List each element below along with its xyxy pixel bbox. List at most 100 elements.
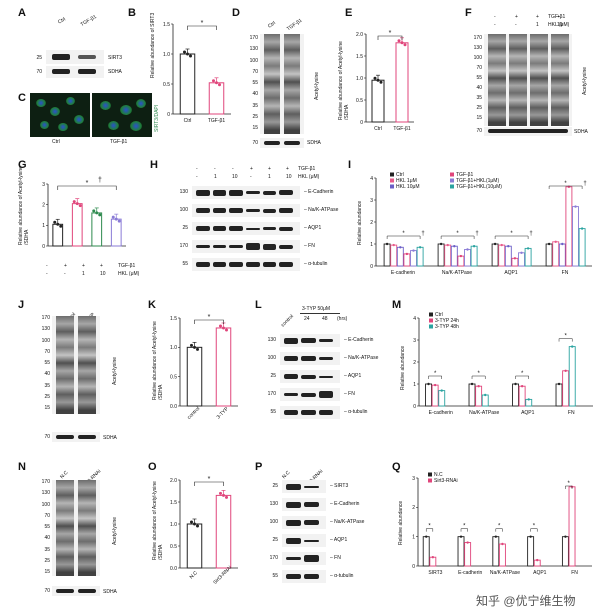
data-point xyxy=(466,541,469,544)
data-point xyxy=(92,209,96,213)
band xyxy=(212,262,227,267)
band xyxy=(304,574,319,579)
bar xyxy=(568,346,576,407)
condition-sign: - xyxy=(232,166,234,172)
y-tick-label: 2.0 xyxy=(170,478,177,484)
data-point xyxy=(574,205,577,208)
bar xyxy=(518,385,526,407)
protein-label: – FN xyxy=(344,391,355,397)
condition-sign: - xyxy=(494,14,496,20)
bar xyxy=(425,383,432,407)
mw-marker: 70 xyxy=(44,434,50,440)
band xyxy=(212,226,227,231)
bar xyxy=(561,536,569,567)
significance-marker: * xyxy=(208,314,211,321)
bar xyxy=(429,556,437,567)
blot-strip xyxy=(280,352,340,365)
band xyxy=(284,393,299,396)
x-tick-label: 3-TYP xyxy=(216,406,231,421)
significance-marker: * xyxy=(201,20,204,27)
condition-sign: - xyxy=(46,271,48,277)
data-point xyxy=(536,558,539,562)
band xyxy=(304,485,319,488)
band xyxy=(284,374,299,379)
blot-annotation: Acetyl-lysine xyxy=(112,356,118,385)
legend-swatch xyxy=(450,184,454,189)
condition-sign: + xyxy=(250,166,253,172)
x-tick-label: Na/K-ATPase xyxy=(469,410,499,416)
mw-marker: 15 xyxy=(252,125,258,131)
data-point xyxy=(580,227,584,230)
mw-marker: 15 xyxy=(44,405,50,411)
band xyxy=(318,391,333,398)
chart-q: 0 1 2 3 SIRT3 * E-cadherin * Na/K-ATPase * AQP1 * FN… xyxy=(412,472,592,576)
bar xyxy=(438,390,446,407)
mw-marker: 70 xyxy=(252,68,258,75)
condition-sign: 1 xyxy=(214,174,217,180)
data-point xyxy=(453,245,456,248)
bar xyxy=(491,243,499,267)
band xyxy=(262,190,277,195)
y-tick-label: 0 xyxy=(167,112,170,118)
x-tick-label: TGF-β1 xyxy=(393,126,411,132)
bar xyxy=(416,246,424,267)
band xyxy=(279,190,293,195)
data-point xyxy=(500,243,503,247)
chart-e: 0 0.5 1.0 1.5 2.0 Ctrl TGF-β1 * xyxy=(356,30,414,132)
data-point xyxy=(189,54,192,58)
blot-acetyl-lysine-j xyxy=(52,316,100,414)
mw-marker: 70 xyxy=(476,65,482,71)
legend-swatch xyxy=(429,312,433,317)
legend-swatch xyxy=(429,324,433,329)
mw-marker: 35 xyxy=(44,546,50,553)
lane-label: TGF-β1 xyxy=(79,14,98,28)
bar xyxy=(390,244,398,267)
data-point xyxy=(193,522,196,526)
data-point xyxy=(433,383,437,387)
fluorescence-image-tgf xyxy=(92,93,152,137)
bar xyxy=(545,243,553,267)
loading-control-label: SDHA xyxy=(103,435,117,441)
bar xyxy=(568,486,576,567)
mw-marker: 25 xyxy=(44,393,50,400)
legend-swatch xyxy=(390,184,394,189)
blot-acetyl-lysine-f xyxy=(484,34,572,126)
chart-o: 0.00.51.01.52.0N.C Sirt3-RNAi* xyxy=(170,476,238,584)
data-point xyxy=(219,491,222,495)
bar xyxy=(552,241,560,267)
data-point xyxy=(111,215,115,219)
bar xyxy=(410,250,417,267)
significance-marker: * xyxy=(456,231,459,237)
y-tick-label: 1.0 xyxy=(356,76,363,82)
panel-label-e: E xyxy=(345,7,353,19)
chart-k: 0.0 0.5 1.0 1.5 control 3-TYP * xyxy=(170,314,238,421)
x-tick-label: Ctrl xyxy=(374,126,382,132)
mw-marker: 100 xyxy=(249,57,258,64)
condition-sign: + xyxy=(268,166,271,172)
data-point xyxy=(222,326,225,330)
condition-sign: 1 xyxy=(536,22,539,28)
y-tick-label: 0.0 xyxy=(170,566,177,572)
condition-sign: 1 xyxy=(268,174,271,180)
data-point xyxy=(114,217,118,221)
significance-bracket xyxy=(386,235,421,239)
legend-swatch xyxy=(428,472,432,477)
treatment-header: 3-TYP 50μM xyxy=(302,306,331,312)
mw-marker: 55 xyxy=(182,261,188,267)
loading-control-label: SDHA xyxy=(103,589,117,595)
band xyxy=(246,243,260,250)
blot-strip xyxy=(192,186,300,199)
loading-control-label: SDHA xyxy=(574,129,588,135)
band xyxy=(212,208,227,213)
significance-marker: * xyxy=(510,231,513,237)
lane-label: 48 xyxy=(322,316,328,322)
band xyxy=(262,262,277,267)
mw-marker: 100 xyxy=(41,501,50,508)
bar xyxy=(186,346,203,407)
panel-label-a: A xyxy=(18,7,26,19)
data-point xyxy=(400,41,404,45)
band xyxy=(229,262,243,267)
y-tick-label: 4 xyxy=(413,316,416,322)
mw-marker: 130 xyxy=(41,326,50,333)
significance-marker: * xyxy=(564,334,567,340)
